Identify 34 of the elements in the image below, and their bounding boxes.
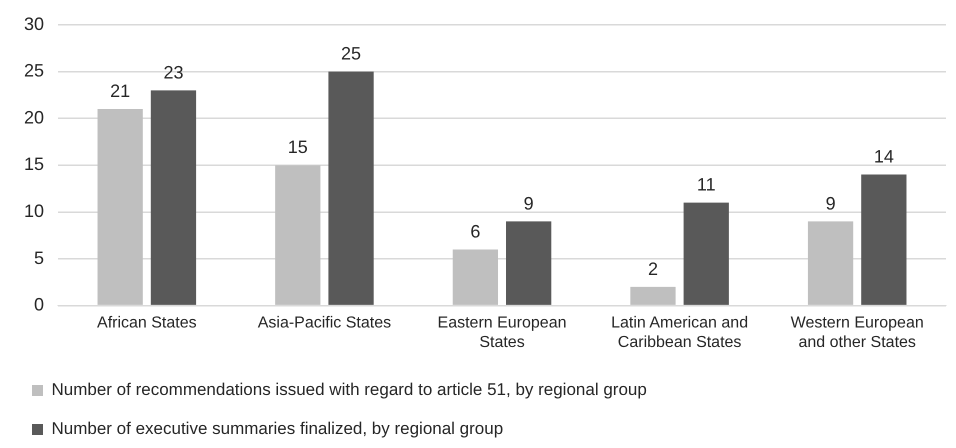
data-label: 25	[341, 44, 362, 64]
legend-label: Number of executive summaries finalized, by regional group	[52, 419, 504, 438]
bar	[98, 109, 143, 305]
data-label: 15	[288, 137, 308, 158]
data-label: 21	[110, 81, 130, 102]
x-tick-label: Eastern European States	[438, 314, 567, 351]
bar	[506, 221, 552, 305]
legend-label: Number of recommendations issued with regard to article 51, by regional group	[52, 380, 647, 400]
y-tick-label: 20	[24, 107, 44, 128]
y-tick-label: 15	[24, 154, 44, 174]
data-label: 9	[826, 193, 836, 214]
data-label: 14	[874, 146, 894, 167]
x-tick-label: Asia-Pacific States	[258, 314, 392, 332]
bar	[150, 90, 196, 305]
y-tick-label: 30	[24, 14, 44, 34]
bar	[861, 174, 906, 305]
y-tick-label: 10	[24, 200, 44, 221]
x-tick-label: Latin American and Caribbean States	[611, 314, 748, 351]
bar	[684, 202, 729, 305]
data-label: 11	[696, 174, 716, 195]
y-tick-label: 0	[34, 294, 44, 315]
bar	[275, 165, 320, 305]
data-label: 9	[524, 193, 534, 214]
bar	[630, 286, 676, 305]
bar	[328, 72, 374, 305]
bar	[808, 221, 854, 305]
bar	[452, 249, 498, 305]
x-tick-label: Western European and other States	[790, 314, 924, 351]
data-label: 2	[648, 258, 658, 279]
y-tick-label: 25	[24, 60, 44, 81]
data-label: 23	[163, 62, 184, 82]
x-tick-label: African States	[97, 314, 197, 332]
data-label: 6	[470, 221, 480, 242]
y-tick-label: 5	[34, 248, 44, 268]
